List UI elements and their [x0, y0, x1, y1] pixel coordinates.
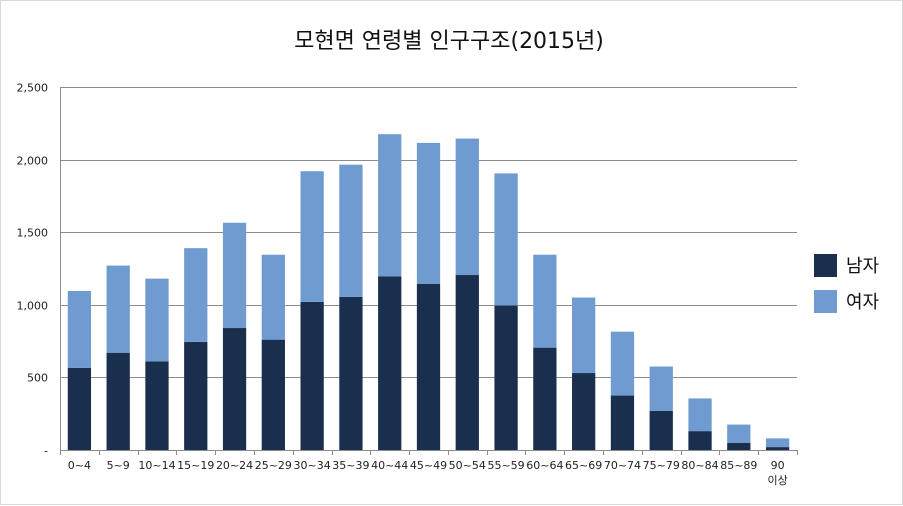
legend-swatch-male	[814, 254, 837, 277]
bar-male	[649, 410, 673, 450]
bar-male	[610, 395, 635, 450]
bar-female	[455, 138, 479, 276]
bar-male	[145, 361, 169, 450]
bar-male	[300, 301, 324, 450]
bar-female	[765, 438, 790, 448]
bar-female	[416, 142, 441, 284]
x-tick-label: 85~89	[720, 459, 757, 472]
bar-female	[222, 222, 247, 329]
legend-label-male: 남자	[846, 256, 880, 277]
x-tick-label: 30~34	[294, 459, 331, 472]
bar-male	[455, 275, 479, 450]
y-tick-label: 2,000	[17, 155, 49, 168]
bar-male	[184, 341, 208, 450]
bar-female	[727, 424, 751, 443]
bar-female	[688, 398, 712, 432]
x-tick-label: 10~14	[138, 459, 175, 472]
bar-male	[688, 431, 712, 450]
y-tick-label: -	[44, 445, 48, 458]
y-tick-label: 500	[27, 372, 48, 385]
bar-female	[533, 254, 557, 348]
bar-female	[610, 331, 635, 396]
bar-female	[572, 297, 596, 374]
bar-female	[378, 134, 402, 277]
x-tick-label: 60~64	[526, 459, 563, 472]
bars	[67, 134, 790, 450]
bar-male	[378, 276, 402, 450]
bar-female	[300, 171, 324, 302]
x-tick-label: 70~74	[604, 459, 641, 472]
x-tick-label: 25~29	[255, 459, 292, 472]
bar-female	[261, 254, 285, 340]
y-tick-label: 1,500	[17, 227, 49, 240]
bar-male	[106, 352, 130, 450]
bar-female	[494, 173, 518, 306]
x-tick-label: 5~9	[107, 459, 130, 472]
x-tick-label: 15~19	[177, 459, 214, 472]
bar-male	[261, 339, 285, 450]
x-tick-label: 75~79	[643, 459, 680, 472]
bar-male	[533, 347, 557, 450]
bar-male	[222, 328, 247, 450]
legend: 남자 여자	[814, 254, 880, 313]
bar-female	[67, 291, 92, 368]
legend-swatch-female	[814, 290, 837, 313]
bar-female	[649, 366, 673, 411]
chart-title: 모현면 연령별 인구구조(2015년)	[294, 29, 604, 54]
bar-female	[184, 248, 208, 342]
x-tick-label: 50~54	[449, 459, 486, 472]
bar-female	[145, 278, 169, 362]
x-tick-label: 40~44	[371, 459, 408, 472]
bar-male	[572, 373, 596, 450]
bar-male	[765, 447, 790, 450]
x-tick-label: 45~49	[410, 459, 447, 472]
y-tick-label: 1,000	[17, 300, 49, 313]
x-tick-label: 65~69	[565, 459, 602, 472]
x-tick-label: 0~4	[68, 459, 91, 472]
x-tick-label: 35~39	[332, 459, 369, 472]
bar-male	[494, 305, 518, 450]
bar-female	[339, 164, 363, 297]
bar-male	[416, 283, 441, 450]
x-tick-label: 90	[771, 459, 785, 472]
x-tick-label: 55~59	[487, 459, 524, 472]
axes: - 500 1,000 1,500 2,000 2,500 0~4 5~9 10~14 15~19…	[17, 82, 798, 487]
bar-male	[727, 442, 751, 450]
bar-male	[67, 367, 92, 450]
bar-male	[339, 296, 363, 450]
y-tick-label: 2,500	[17, 82, 49, 95]
x-tick-label: 이상	[767, 474, 787, 487]
x-tick-label: 20~24	[216, 459, 253, 472]
legend-label-female: 여자	[846, 292, 880, 313]
x-tick-label: 80~84	[681, 459, 718, 472]
bar-female	[106, 265, 130, 353]
